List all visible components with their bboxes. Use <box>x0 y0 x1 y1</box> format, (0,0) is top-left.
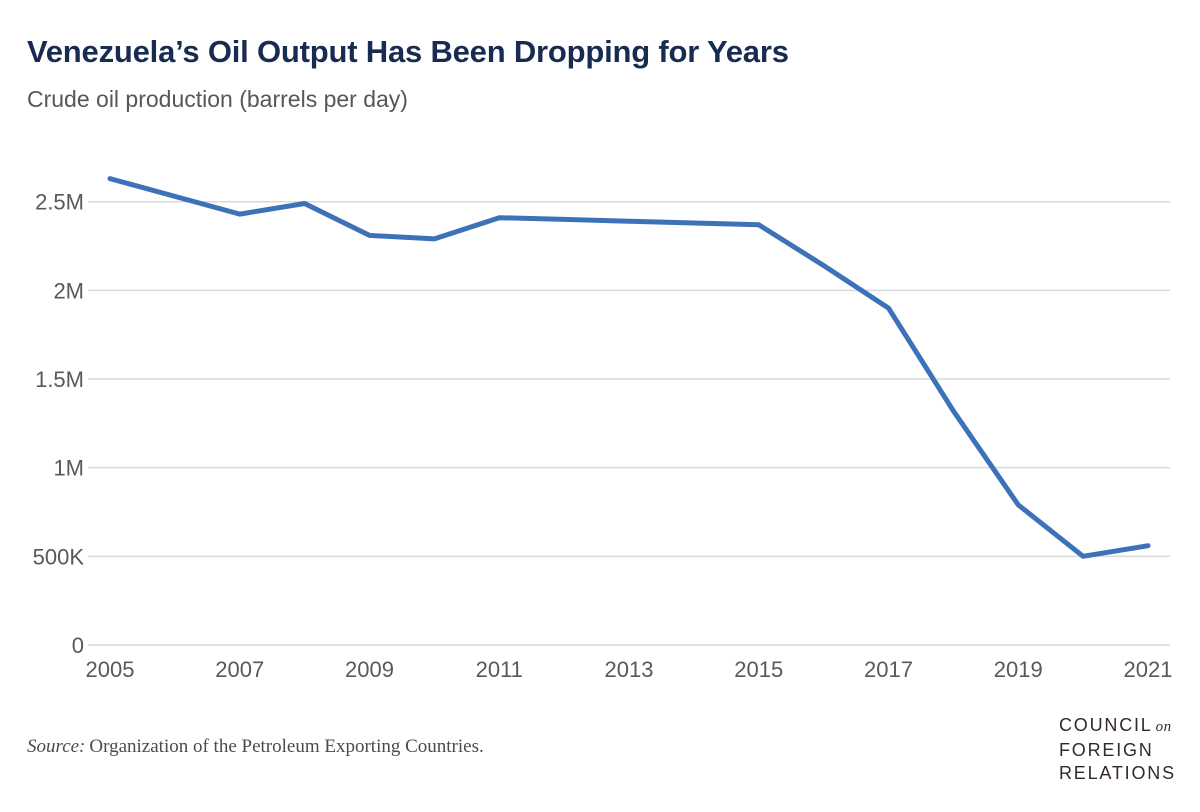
x-axis-tick-label: 2017 <box>864 657 913 682</box>
x-axis-tick-label: 2015 <box>734 657 783 682</box>
logo-on-text: on <box>1155 719 1172 735</box>
y-axis-tick-label: 1M <box>53 456 84 481</box>
logo-council-text: COUNCIL <box>1059 715 1153 735</box>
source-label: Source: <box>27 736 86 757</box>
y-axis-tick-label: 2.5M <box>35 190 84 215</box>
source-note: Source: Organization of the Petroleum Exp… <box>27 736 484 758</box>
x-axis-tick-label: 2021 <box>1124 657 1173 682</box>
logo-relations-text: RELATIONS <box>1059 763 1176 783</box>
logo-foreign-text: FOREIGN <box>1059 740 1154 760</box>
data-series-line <box>107 176 1151 559</box>
x-axis-tick-label: 2019 <box>994 657 1043 682</box>
y-axis-tick-label: 1.5M <box>35 367 84 392</box>
x-axis-tick-label: 2005 <box>86 657 135 682</box>
source-text: Organization of the Petroleum Exporting … <box>89 736 484 757</box>
x-axis-tick-label: 2013 <box>605 657 654 682</box>
logo-line-1: COUNCIL on <box>1059 714 1176 739</box>
x-axis-tick-label: 2007 <box>215 657 264 682</box>
cfr-logo: COUNCIL on FOREIGN RELATIONS <box>1059 714 1176 785</box>
y-axis-tick-label: 0 <box>72 633 84 658</box>
chart-subtitle: Crude oil production (barrels per day) <box>27 86 408 112</box>
y-axis-tick-label: 500K <box>33 544 85 569</box>
x-axis-tick-label: 2011 <box>476 657 523 682</box>
x-axis-tick-label: 2009 <box>345 657 394 682</box>
chart-title: Venezuela’s Oil Output Has Been Dropping… <box>27 34 789 69</box>
y-axis-tick-label: 2M <box>53 278 84 303</box>
